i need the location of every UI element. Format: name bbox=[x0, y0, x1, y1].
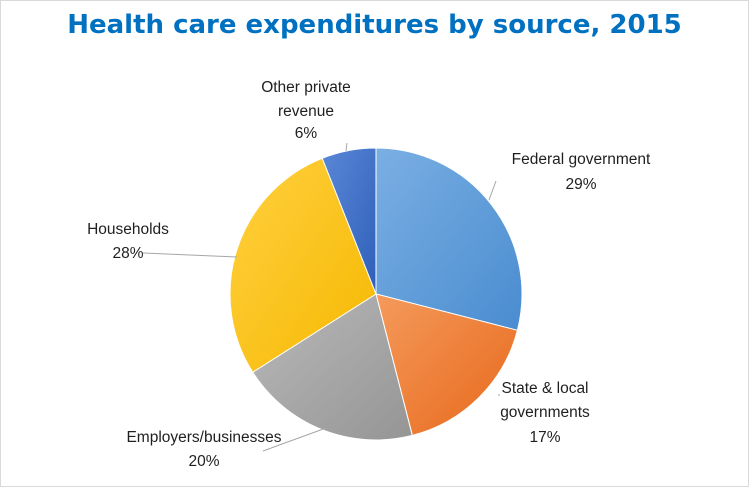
chart-title: Health care expenditures by source, 2015 bbox=[67, 10, 682, 40]
leader-line-households bbox=[142, 252, 238, 258]
leader-line-employers-businesses bbox=[262, 427, 327, 452]
slice-label-households: Households bbox=[87, 221, 169, 238]
slice-value-households: 28% bbox=[112, 245, 143, 262]
pie-slices bbox=[229, 147, 523, 441]
slice-federal-government bbox=[375, 147, 523, 331]
leader-lines bbox=[142, 142, 500, 452]
slice-state-and-local-governments bbox=[375, 293, 519, 437]
slice-other-private-revenue bbox=[321, 147, 377, 295]
slice-labels: Federal government 29% State & local govern… bbox=[87, 79, 651, 470]
leader-line-other-private-revenue bbox=[345, 142, 348, 152]
slice-label-federal-government: Federal government bbox=[512, 151, 651, 168]
slice-value-state-and-local-governments: 17% bbox=[529, 429, 560, 446]
slice-value-employers-businesses: 20% bbox=[188, 453, 219, 470]
slice-value-federal-government: 29% bbox=[565, 176, 596, 193]
slice-label-state-and-local-governments: State & local governments bbox=[500, 380, 590, 421]
slice-label-other-private-revenue: Other private revenue bbox=[261, 79, 351, 120]
slice-households bbox=[229, 157, 377, 373]
leader-line-federal-government bbox=[488, 180, 497, 201]
slice-value-other-private-revenue: 6% bbox=[295, 125, 318, 142]
slice-label-employers-businesses: Employers/businesses bbox=[126, 429, 281, 446]
